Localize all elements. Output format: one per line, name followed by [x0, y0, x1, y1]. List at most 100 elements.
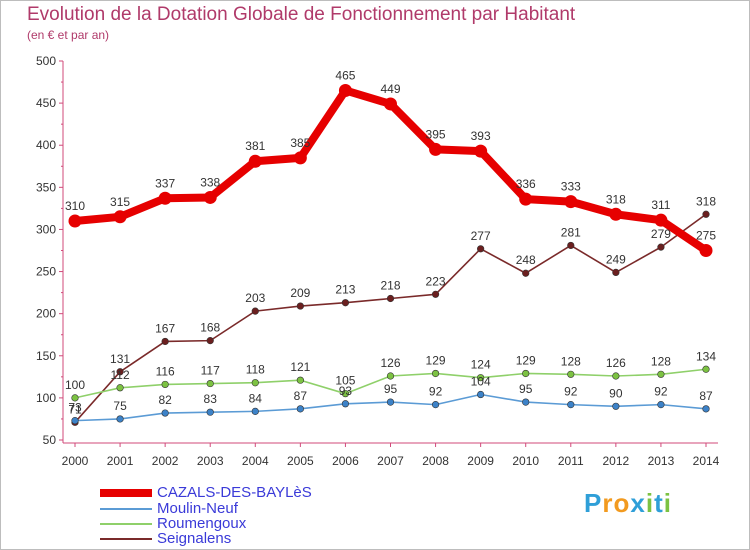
series-point-3 [386, 294, 395, 303]
data-label: 82 [158, 393, 172, 407]
series-point-1 [657, 401, 665, 409]
data-label: 126 [380, 356, 400, 370]
x-tick-label: 2007 [377, 454, 404, 468]
proxiti-logo: Proxiti [584, 488, 672, 519]
series-point-3 [657, 243, 665, 251]
series-point-0 [609, 207, 623, 221]
data-label: 83 [204, 392, 218, 406]
data-label: 203 [245, 291, 265, 305]
series-point-0 [248, 154, 262, 168]
series-line-0 [71, 86, 710, 255]
legend-swatch [100, 538, 152, 540]
series-point-0 [113, 210, 127, 224]
series-point-2 [522, 369, 530, 378]
legend-label: CAZALS-DES-BAYLèS [157, 484, 312, 501]
y-tick-label: 100 [36, 391, 56, 405]
data-label: 338 [200, 175, 220, 189]
data-label: 213 [335, 283, 355, 297]
data-label: 129 [516, 353, 536, 367]
legend-swatch [100, 508, 152, 510]
series-point-3 [296, 302, 304, 310]
series-point-0 [699, 244, 713, 257]
series-point-0 [429, 142, 443, 156]
series-point-3 [341, 299, 350, 307]
x-tick-label: 2004 [242, 454, 269, 468]
series-point-0 [384, 97, 397, 111]
series-point-1 [251, 407, 259, 415]
y-tick-label: 500 [36, 54, 56, 68]
y-tick-label: 250 [36, 265, 56, 279]
series-point-3 [567, 241, 575, 250]
data-label: 248 [516, 253, 536, 267]
data-label: 131 [110, 352, 130, 366]
series-point-1 [206, 408, 214, 416]
y-tick-label: 200 [36, 307, 56, 321]
series-point-2 [657, 370, 665, 378]
series-point-1 [477, 390, 485, 399]
series-point-0 [203, 190, 217, 204]
series-point-2 [431, 369, 440, 378]
y-tick-label: 400 [36, 138, 56, 152]
x-tick-label: 2001 [107, 454, 134, 468]
series-point-1 [431, 401, 440, 409]
x-tick-label: 2000 [62, 454, 89, 468]
series-point-0 [519, 192, 533, 206]
data-label: 124 [471, 358, 491, 372]
series-point-1 [296, 405, 304, 413]
data-label: 92 [654, 385, 668, 399]
data-label: 168 [200, 321, 220, 335]
y-tick-label: 50 [43, 433, 57, 447]
data-label: 90 [609, 386, 623, 400]
series-point-0 [293, 151, 307, 165]
data-label: 128 [651, 354, 671, 368]
series-point-3 [612, 268, 620, 276]
data-label: 75 [113, 399, 127, 413]
data-label: 395 [426, 127, 446, 141]
series-point-1 [612, 402, 620, 410]
logo-letter: t [654, 488, 664, 518]
logo-letter: P [584, 488, 603, 518]
y-tick-label: 450 [36, 96, 56, 110]
series-point-0 [68, 214, 82, 228]
series-point-1 [522, 398, 530, 406]
data-label: 381 [245, 139, 265, 153]
series-point-3 [522, 269, 530, 277]
data-label: 275 [696, 229, 716, 243]
chart-title: Evolution de la Dotation Globale de Fonc… [27, 4, 576, 25]
data-label: 167 [155, 321, 175, 335]
data-label: 87 [294, 389, 308, 403]
series-point-1 [567, 401, 575, 409]
series-point-2 [612, 372, 620, 380]
data-label: 281 [561, 225, 581, 239]
data-label: 116 [156, 364, 175, 378]
data-label: 121 [290, 360, 310, 374]
legend-swatch [100, 523, 152, 525]
data-label: 100 [65, 378, 85, 392]
data-label: 385 [290, 136, 310, 150]
series-point-2 [71, 394, 79, 402]
series-point-1 [386, 398, 395, 406]
series-point-0 [158, 191, 172, 205]
data-label: 112 [111, 368, 130, 382]
x-tick-label: 2003 [197, 454, 224, 468]
series-point-3 [206, 337, 214, 345]
data-label: 337 [155, 176, 175, 190]
data-label: 95 [384, 382, 398, 396]
x-tick-label: 2010 [512, 454, 539, 468]
y-tick-label: 300 [36, 222, 56, 236]
legend-label: Seignalens [157, 530, 232, 547]
logo-letter: r [602, 488, 614, 518]
data-label: 209 [290, 286, 310, 300]
series-point-2 [206, 379, 214, 388]
series-point-1 [161, 409, 169, 417]
data-label: 279 [651, 227, 671, 241]
data-label: 126 [606, 356, 626, 370]
data-label: 117 [201, 364, 220, 378]
series-point-0 [338, 83, 352, 97]
series-point-3 [116, 368, 124, 376]
data-label: 218 [380, 279, 400, 293]
data-label: 134 [696, 349, 716, 363]
data-label: 311 [651, 198, 670, 212]
